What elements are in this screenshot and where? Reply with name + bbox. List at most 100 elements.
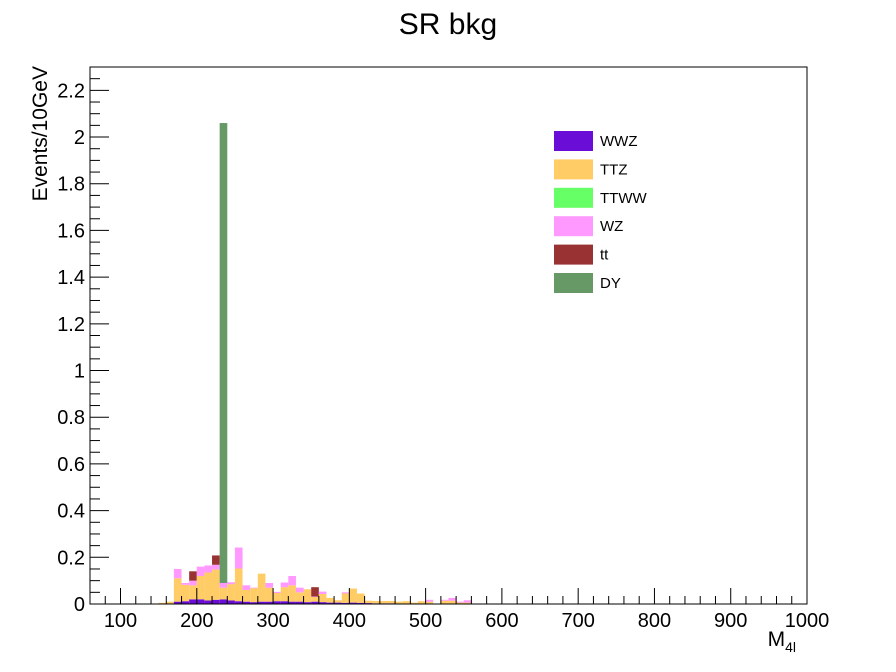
x-tick-label: 600 — [485, 610, 518, 632]
bar-wwz-170 — [173, 601, 182, 604]
bar-ttz-530 — [448, 600, 457, 604]
legend-label-wwz: WWZ — [600, 133, 637, 150]
bar-ttz-450 — [387, 600, 396, 604]
legend: WWZ TTZ TTWW WZ tt DY — [554, 131, 647, 293]
bar-wwz-270 — [250, 602, 258, 604]
bar-ttz-490 — [417, 601, 426, 604]
bar-wz-300 — [273, 591, 281, 594]
y-tick-label: 0.4 — [57, 501, 85, 523]
bar-wz-260 — [242, 585, 251, 590]
bar-ttz-220 — [212, 569, 220, 600]
bar-wwz-200 — [196, 599, 205, 604]
y-axis: 0 0.2 0.4 0.6 0.8 1 1.2 1.4 1.6 1.8 2 2.2 — [57, 66, 109, 616]
bars-layer — [158, 123, 678, 605]
bar-wwz-210 — [204, 600, 213, 604]
bar-wz-290 — [265, 582, 274, 588]
bar-wz-170 — [173, 568, 182, 579]
y-tick-label: 1.6 — [57, 220, 85, 242]
y-axis-label: Events/10GeV — [29, 66, 52, 201]
bar-ttz-350 — [311, 596, 319, 602]
bar-wwz-250 — [234, 601, 243, 604]
bar-wwz-290 — [265, 601, 274, 604]
bar-wz-190 — [189, 580, 197, 586]
bar-ttz-340 — [303, 589, 312, 603]
bar-ttz-540 — [456, 602, 464, 604]
legend-label-tt: tt — [600, 247, 609, 264]
x-tick-label: 300 — [256, 610, 289, 632]
legend-swatch-dy — [554, 273, 593, 293]
bar-wz-320 — [288, 575, 296, 586]
y-tick-label: 2 — [74, 127, 85, 149]
y-tick-label: 2.2 — [57, 80, 85, 102]
bar-dy-230 — [219, 123, 228, 583]
legend-swatch-wwz — [554, 131, 593, 151]
bar-wz-530 — [448, 597, 457, 601]
bar-wwz-280 — [257, 601, 266, 604]
bar-wwz-410 — [356, 602, 365, 604]
bar-wwz-230 — [219, 599, 228, 604]
bar-ttz-310 — [280, 587, 289, 602]
x-axis-label-main: M — [768, 628, 786, 651]
bar-ttz-290 — [265, 587, 274, 602]
legend-swatch-ttz — [554, 159, 593, 180]
bar-wwz-320 — [288, 601, 296, 604]
legend-label-ttz: TTZ — [600, 161, 628, 178]
bar-wwz-370 — [326, 602, 335, 604]
bar-wwz-380 — [334, 602, 342, 604]
bar-ttz-360 — [318, 593, 327, 603]
x-tick-label: 100 — [104, 610, 137, 632]
bar-ttz-170 — [173, 578, 182, 602]
y-tick-label: 1 — [74, 361, 85, 383]
bar-ttz-430 — [372, 600, 380, 604]
bar-ttz-460 — [395, 601, 403, 604]
bar-ttz-210 — [204, 572, 213, 601]
bar-ttz-190 — [189, 585, 197, 600]
bar-ttz-300 — [273, 593, 281, 602]
bar-wwz-350 — [311, 601, 319, 604]
bar-ttz-520 — [440, 600, 449, 604]
bar-ttz-160 — [166, 601, 174, 604]
bar-ttz-230 — [219, 587, 228, 600]
bar-wz-310 — [280, 582, 289, 588]
bar-ttz-250 — [234, 568, 243, 602]
bar-ttz-320 — [288, 585, 296, 602]
bar-wwz-190 — [189, 599, 197, 604]
bar-ttz-420 — [364, 600, 373, 604]
x-tick-label: 500 — [409, 610, 442, 632]
bar-wz-360 — [318, 591, 327, 594]
bar-wwz-400 — [349, 602, 357, 604]
y-tick-label: 0.6 — [57, 454, 85, 476]
chart-title: SR bkg — [399, 8, 497, 41]
legend-label-ttww: TTWW — [600, 190, 647, 207]
bar-wz-250 — [234, 547, 243, 569]
x-tick-label: 200 — [180, 610, 213, 632]
bar-wz-220 — [212, 564, 220, 570]
bar-wz-230 — [219, 582, 228, 588]
bar-ttz-200 — [196, 575, 205, 600]
bar-ttz-550 — [463, 602, 472, 604]
x-axis-label: M4l — [768, 628, 796, 655]
y-tick-label: 0 — [74, 594, 85, 616]
bar-ttz-370 — [326, 597, 335, 603]
bar-wz-240 — [227, 582, 235, 585]
bar-tt-350 — [311, 587, 319, 597]
bar-ttz-410 — [356, 593, 365, 603]
bar-wz-500 — [425, 599, 434, 602]
x-axis-label-subscript: 4l — [785, 639, 796, 655]
y-tick-label: 0.2 — [57, 547, 85, 569]
x-tick-label: 900 — [714, 610, 747, 632]
bar-wz-540 — [456, 601, 464, 603]
bar-ttz-270 — [250, 588, 258, 603]
x-tick-label: 700 — [561, 610, 594, 632]
bar-wwz-180 — [181, 601, 190, 604]
bar-ttz-380 — [334, 600, 342, 603]
x-axis: 100 200 300 400 500 600 700 800 900 1000 — [89, 588, 829, 632]
bar-ttz-400 — [349, 588, 357, 603]
bar-wz-330 — [295, 587, 304, 593]
bar-ttz-180 — [181, 584, 190, 602]
bar-wwz-390 — [341, 602, 350, 604]
bar-ttz-280 — [257, 573, 266, 602]
y-tick-label: 1.2 — [57, 314, 85, 336]
bar-ttz-500 — [425, 601, 434, 604]
